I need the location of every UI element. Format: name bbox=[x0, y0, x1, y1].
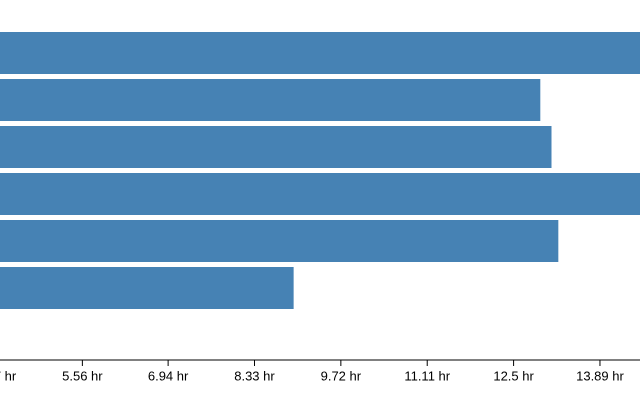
x-tick-label: 11.11 hr bbox=[404, 368, 450, 383]
bar bbox=[0, 173, 640, 215]
bar bbox=[0, 267, 294, 309]
x-tick-label: 9.72 hr bbox=[321, 368, 362, 383]
x-tick-label: 4.17 hr bbox=[0, 368, 17, 383]
bar bbox=[0, 79, 541, 121]
x-tick-label: 6.94 hr bbox=[148, 368, 189, 383]
bar bbox=[0, 220, 559, 262]
x-tick-label: 13.89 hr bbox=[576, 368, 624, 383]
bar bbox=[0, 126, 552, 168]
bar bbox=[0, 32, 640, 74]
x-tick-label: 8.33 hr bbox=[234, 368, 275, 383]
x-tick-label: 5.56 hr bbox=[62, 368, 103, 383]
x-tick-label: 12.5 hr bbox=[493, 368, 534, 383]
